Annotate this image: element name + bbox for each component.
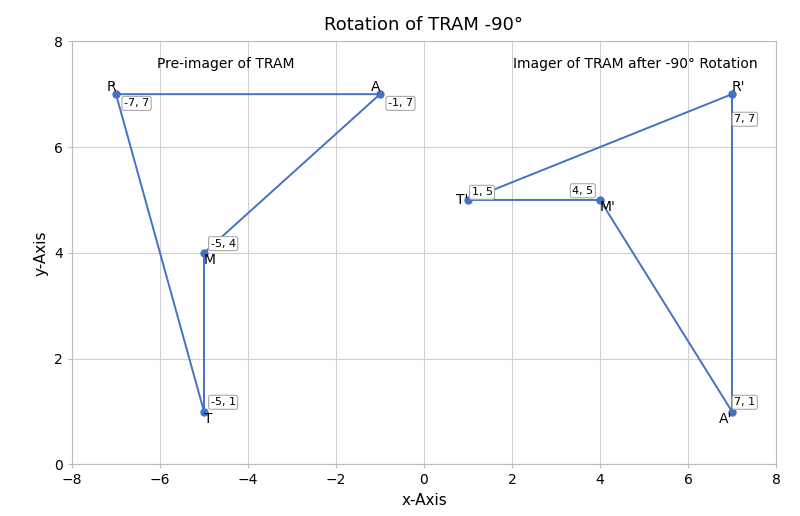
Text: A: A xyxy=(370,80,380,94)
Text: Pre-imager of TRAM: Pre-imager of TRAM xyxy=(158,57,294,71)
Y-axis label: y-Axis: y-Axis xyxy=(34,230,49,276)
Text: R': R' xyxy=(732,80,746,94)
Title: Rotation of TRAM -90°: Rotation of TRAM -90° xyxy=(325,16,523,34)
Text: 7, 7: 7, 7 xyxy=(734,114,755,124)
Text: T: T xyxy=(204,412,213,426)
Text: Imager of TRAM after -90° Rotation: Imager of TRAM after -90° Rotation xyxy=(513,57,758,71)
Text: 1, 5: 1, 5 xyxy=(471,187,493,197)
Text: M': M' xyxy=(600,200,616,214)
Text: -1, 7: -1, 7 xyxy=(388,99,413,108)
Text: T': T' xyxy=(456,193,468,207)
Text: -5, 4: -5, 4 xyxy=(210,238,236,249)
Text: M: M xyxy=(204,253,216,267)
Text: 7, 1: 7, 1 xyxy=(734,397,755,407)
Text: -5, 1: -5, 1 xyxy=(210,397,236,407)
Text: -7, 7: -7, 7 xyxy=(124,99,149,108)
Text: R: R xyxy=(106,80,116,94)
Text: A': A' xyxy=(718,412,732,426)
Text: 4, 5: 4, 5 xyxy=(572,186,594,196)
X-axis label: x-Axis: x-Axis xyxy=(401,493,447,508)
